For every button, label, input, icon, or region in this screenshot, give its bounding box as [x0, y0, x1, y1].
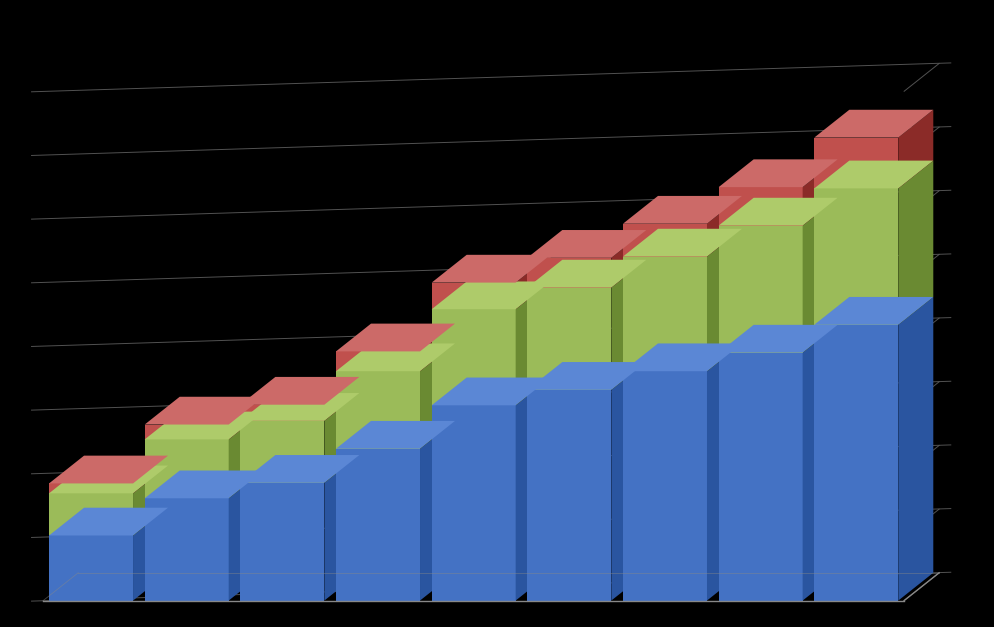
Polygon shape: [336, 371, 420, 449]
Polygon shape: [229, 470, 263, 601]
Polygon shape: [336, 324, 455, 351]
Polygon shape: [814, 110, 933, 137]
Polygon shape: [899, 297, 933, 601]
Polygon shape: [516, 255, 551, 309]
Polygon shape: [528, 390, 611, 601]
Polygon shape: [528, 288, 611, 390]
Polygon shape: [336, 449, 420, 601]
Polygon shape: [611, 230, 646, 288]
Polygon shape: [528, 258, 611, 288]
Polygon shape: [145, 397, 263, 424]
Polygon shape: [611, 362, 646, 601]
Polygon shape: [623, 256, 707, 371]
Polygon shape: [241, 404, 324, 421]
Polygon shape: [145, 440, 229, 498]
Polygon shape: [719, 159, 838, 187]
Polygon shape: [707, 229, 742, 371]
Polygon shape: [229, 397, 263, 440]
Polygon shape: [814, 297, 933, 325]
Polygon shape: [528, 362, 646, 390]
Polygon shape: [336, 421, 455, 449]
Polygon shape: [623, 196, 742, 224]
Polygon shape: [814, 161, 933, 188]
Polygon shape: [814, 188, 899, 325]
Polygon shape: [802, 159, 838, 226]
Polygon shape: [241, 483, 324, 601]
Polygon shape: [899, 161, 933, 325]
Polygon shape: [229, 412, 263, 498]
Polygon shape: [431, 283, 516, 309]
Polygon shape: [431, 377, 551, 405]
Polygon shape: [431, 255, 551, 283]
Polygon shape: [431, 405, 516, 601]
Polygon shape: [145, 498, 229, 601]
Polygon shape: [814, 325, 899, 601]
Polygon shape: [623, 371, 707, 601]
Polygon shape: [49, 466, 168, 493]
Polygon shape: [145, 470, 263, 498]
Polygon shape: [431, 282, 551, 309]
Polygon shape: [611, 260, 646, 390]
Polygon shape: [719, 226, 802, 352]
Polygon shape: [623, 229, 742, 256]
Polygon shape: [49, 508, 168, 535]
Polygon shape: [431, 309, 516, 405]
Polygon shape: [324, 393, 360, 483]
Polygon shape: [49, 456, 168, 483]
Polygon shape: [133, 456, 168, 493]
Polygon shape: [336, 351, 420, 371]
Polygon shape: [528, 260, 646, 288]
Polygon shape: [420, 344, 455, 449]
Polygon shape: [420, 324, 455, 371]
Polygon shape: [802, 198, 838, 352]
Polygon shape: [623, 224, 707, 256]
Polygon shape: [623, 344, 742, 371]
Polygon shape: [899, 110, 933, 188]
Polygon shape: [241, 393, 360, 421]
Polygon shape: [336, 344, 455, 371]
Polygon shape: [241, 421, 324, 483]
Polygon shape: [719, 352, 802, 601]
Polygon shape: [145, 412, 263, 440]
Polygon shape: [49, 535, 133, 601]
Polygon shape: [241, 455, 360, 483]
Polygon shape: [516, 282, 551, 405]
Polygon shape: [133, 508, 168, 601]
Polygon shape: [516, 377, 551, 601]
Polygon shape: [324, 455, 360, 601]
Polygon shape: [420, 421, 455, 601]
Polygon shape: [324, 377, 360, 421]
Polygon shape: [528, 230, 646, 258]
Polygon shape: [719, 187, 802, 226]
Polygon shape: [802, 325, 838, 601]
Polygon shape: [145, 424, 229, 440]
Polygon shape: [49, 483, 133, 493]
Polygon shape: [707, 344, 742, 601]
Polygon shape: [814, 137, 899, 188]
Polygon shape: [707, 196, 742, 256]
Polygon shape: [719, 325, 838, 352]
Polygon shape: [133, 466, 168, 535]
Polygon shape: [49, 493, 133, 535]
Polygon shape: [719, 198, 838, 226]
Polygon shape: [241, 377, 360, 404]
